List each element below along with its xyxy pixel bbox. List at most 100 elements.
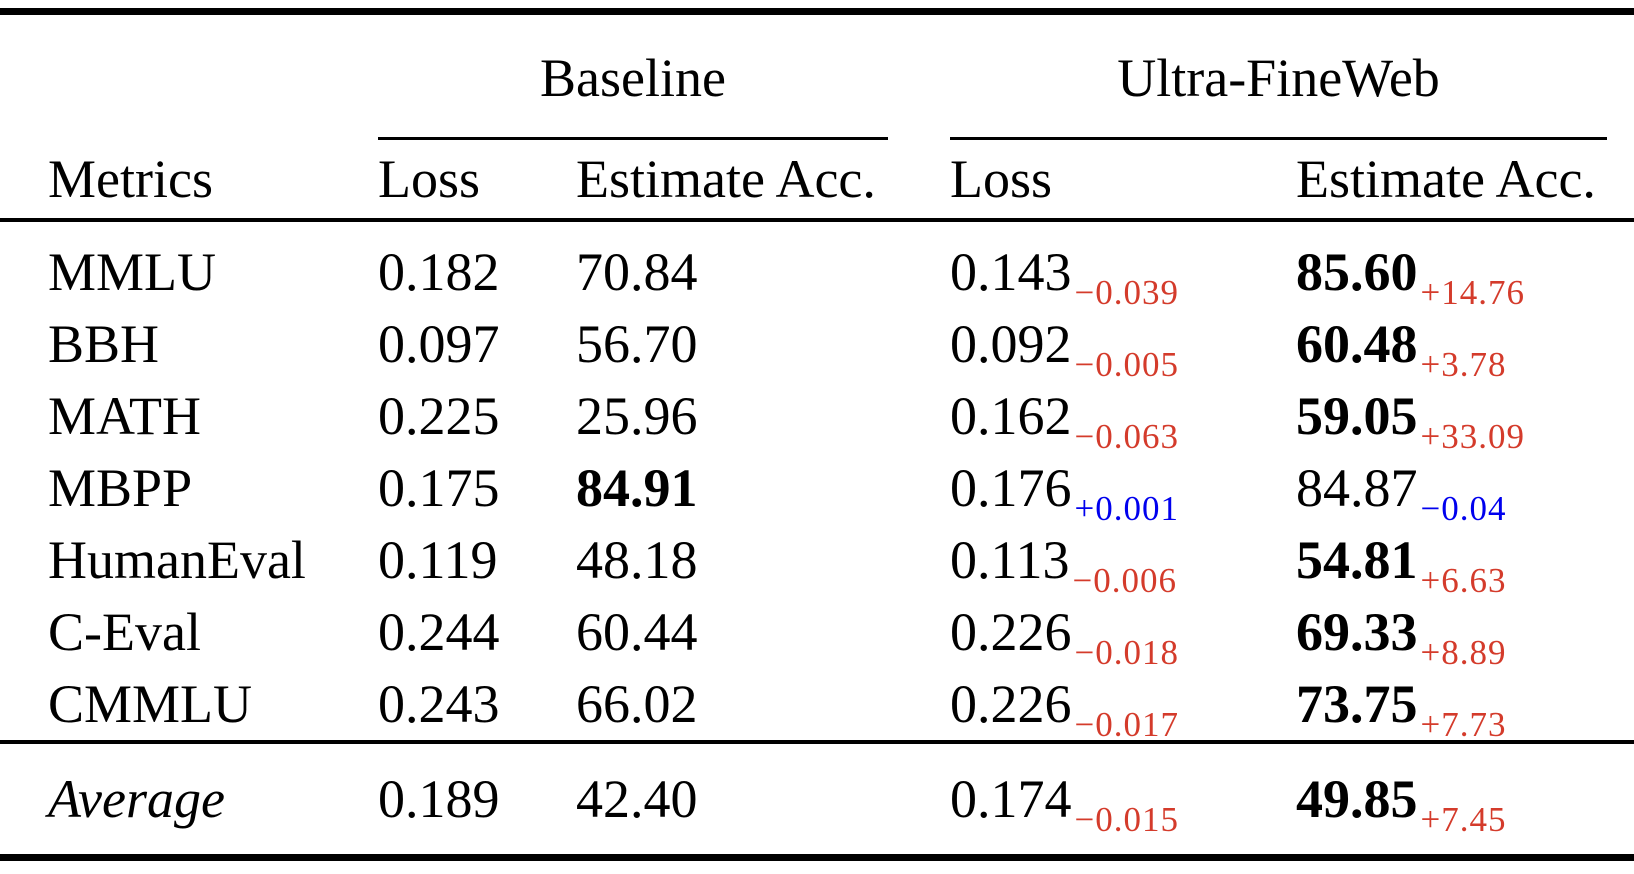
- acc-value: 84.87: [1296, 458, 1418, 518]
- baseline-acc-cell: 48.18: [576, 524, 950, 596]
- group-header-row: Baseline Ultra-FineWeb: [0, 12, 1634, 141]
- metric-name: C-Eval: [48, 602, 201, 662]
- col-header-ufw-acc: Estimate Acc.: [1296, 140, 1634, 222]
- loss-value: 0.174: [950, 769, 1072, 829]
- table-row-math: MATH 0.225 25.96 0.162−0.063 59.05+33.09: [0, 380, 1634, 456]
- ufw-acc-cell: 54.81+6.63: [1296, 524, 1634, 600]
- loss-value: 0.119: [378, 530, 498, 590]
- loss-value: 0.162: [950, 386, 1072, 446]
- loss-delta: −0.063: [1074, 417, 1180, 456]
- table-row-bbh: BBH 0.097 56.70 0.092−0.005 60.48+3.78: [0, 308, 1634, 384]
- ufw-loss-cell: 0.162−0.063: [950, 380, 1296, 456]
- ufw-acc-cell: 85.60+14.76: [1296, 220, 1634, 312]
- ufw-loss-cell: 0.226−0.018: [950, 596, 1296, 672]
- baseline-loss-cell: 0.097: [378, 308, 576, 380]
- acc-value: 84.91: [576, 458, 698, 518]
- baseline-loss-cell: 0.243: [378, 668, 576, 742]
- acc-value: 49.85: [1296, 769, 1418, 829]
- column-header-row: Metrics Loss Estimate Acc. Loss Estimate…: [0, 140, 1634, 222]
- cmidrule-ultra-fineweb: [950, 137, 1608, 140]
- metric-name: MBPP: [48, 458, 193, 518]
- ufw-acc-cell: 84.87−0.04: [1296, 452, 1634, 528]
- loss-delta: −0.015: [1074, 800, 1180, 839]
- metric-name: BBH: [48, 314, 160, 374]
- ufw-loss-cell: 0.143−0.039: [950, 220, 1296, 312]
- acc-delta: +6.63: [1420, 561, 1507, 600]
- col-header-ufw-loss: Loss: [950, 140, 1297, 222]
- ufw-acc-cell: 49.85+7.45: [1296, 740, 1634, 858]
- ufw-loss-cell: 0.113−0.006: [950, 524, 1296, 600]
- loss-delta: −0.017: [1074, 705, 1180, 744]
- baseline-loss-cell: 0.189: [378, 740, 576, 858]
- metric-name: HumanEval: [48, 530, 306, 590]
- acc-value: 85.60: [1296, 242, 1418, 302]
- loss-value: 0.097: [378, 314, 500, 374]
- acc-value: 60.44: [576, 602, 698, 662]
- acc-value: 69.33: [1296, 602, 1418, 662]
- col-header-metrics: Metrics: [0, 140, 378, 222]
- baseline-acc-cell: 66.02: [576, 668, 950, 742]
- loss-value: 0.244: [378, 602, 500, 662]
- ufw-loss-cell: 0.174−0.015: [950, 740, 1297, 858]
- loss-value: 0.182: [378, 242, 500, 302]
- metric-name: Average: [0, 740, 378, 858]
- acc-delta: +7.73: [1420, 705, 1507, 744]
- loss-value: 0.175: [378, 458, 500, 518]
- group-header-ultra-fineweb: Ultra-FineWeb: [950, 12, 1634, 140]
- acc-value: 56.70: [576, 314, 698, 374]
- baseline-acc-cell: 70.84: [576, 220, 950, 308]
- baseline-loss-cell: 0.225: [378, 380, 576, 452]
- loss-value: 0.243: [378, 674, 500, 734]
- loss-value: 0.225: [378, 386, 500, 446]
- group-box-ultra-fineweb: Ultra-FineWeb: [950, 47, 1608, 140]
- loss-value: 0.226: [950, 674, 1072, 734]
- loss-delta: −0.018: [1074, 633, 1180, 672]
- metric-name: MMLU: [48, 242, 217, 302]
- acc-value: 70.84: [576, 242, 698, 302]
- metric-name: MATH: [48, 386, 202, 446]
- ufw-loss-cell: 0.092−0.005: [950, 308, 1296, 384]
- baseline-acc-cell: 25.96: [576, 380, 950, 452]
- col-header-baseline-acc: Estimate Acc.: [576, 140, 951, 222]
- loss-value: 0.226: [950, 602, 1072, 662]
- table-row-cmmlu: CMMLU 0.243 66.02 0.226−0.017 73.75+7.73: [0, 668, 1634, 744]
- ufw-acc-cell: 69.33+8.89: [1296, 596, 1634, 672]
- loss-delta: −0.005: [1074, 345, 1180, 384]
- ufw-loss-cell: 0.226−0.017: [950, 668, 1296, 744]
- ufw-acc-cell: 60.48+3.78: [1296, 308, 1634, 384]
- acc-delta: +14.76: [1420, 273, 1526, 312]
- group-label-baseline: Baseline: [540, 48, 726, 108]
- acc-value: 48.18: [576, 530, 698, 590]
- results-table: Baseline Ultra-FineWeb Metrics Loss Esti…: [0, 8, 1634, 861]
- acc-value: 54.81: [1296, 530, 1418, 590]
- loss-value: 0.143: [950, 242, 1072, 302]
- baseline-loss-cell: 0.244: [378, 596, 576, 668]
- loss-value: 0.113: [950, 530, 1070, 590]
- loss-value: 0.176: [950, 458, 1072, 518]
- loss-value: 0.189: [378, 769, 500, 829]
- group-header-baseline: Baseline: [378, 12, 950, 140]
- baseline-acc-cell: 56.70: [576, 308, 950, 380]
- baseline-loss-cell: 0.175: [378, 452, 576, 524]
- baseline-loss-cell: 0.182: [378, 220, 576, 308]
- acc-delta: +7.45: [1420, 800, 1507, 839]
- baseline-acc-cell: 42.40: [576, 740, 951, 858]
- baseline-loss-cell: 0.119: [378, 524, 576, 596]
- group-header-spacer: [0, 12, 378, 141]
- ufw-acc-cell: 73.75+7.73: [1296, 668, 1634, 744]
- table-row-average: Average 0.189 42.40 0.174−0.015 49.85+7.…: [0, 740, 1634, 858]
- ufw-loss-cell: 0.176+0.001: [950, 452, 1296, 528]
- baseline-acc-cell: 84.91: [576, 452, 950, 524]
- baseline-acc-cell: 60.44: [576, 596, 950, 668]
- loss-delta: −0.006: [1072, 561, 1178, 600]
- acc-value: 60.48: [1296, 314, 1418, 374]
- acc-value: 73.75: [1296, 674, 1418, 734]
- loss-delta: +0.001: [1074, 489, 1180, 528]
- table-row-humaneval: HumanEval 0.119 48.18 0.113−0.006 54.81+…: [0, 524, 1634, 600]
- acc-delta: −0.04: [1420, 489, 1507, 528]
- metric-name: CMMLU: [48, 674, 253, 734]
- acc-value: 66.02: [576, 674, 698, 734]
- acc-value: 25.96: [576, 386, 698, 446]
- cmidrule-baseline: [378, 137, 889, 140]
- group-label-ultra-fineweb: Ultra-FineWeb: [1117, 48, 1440, 108]
